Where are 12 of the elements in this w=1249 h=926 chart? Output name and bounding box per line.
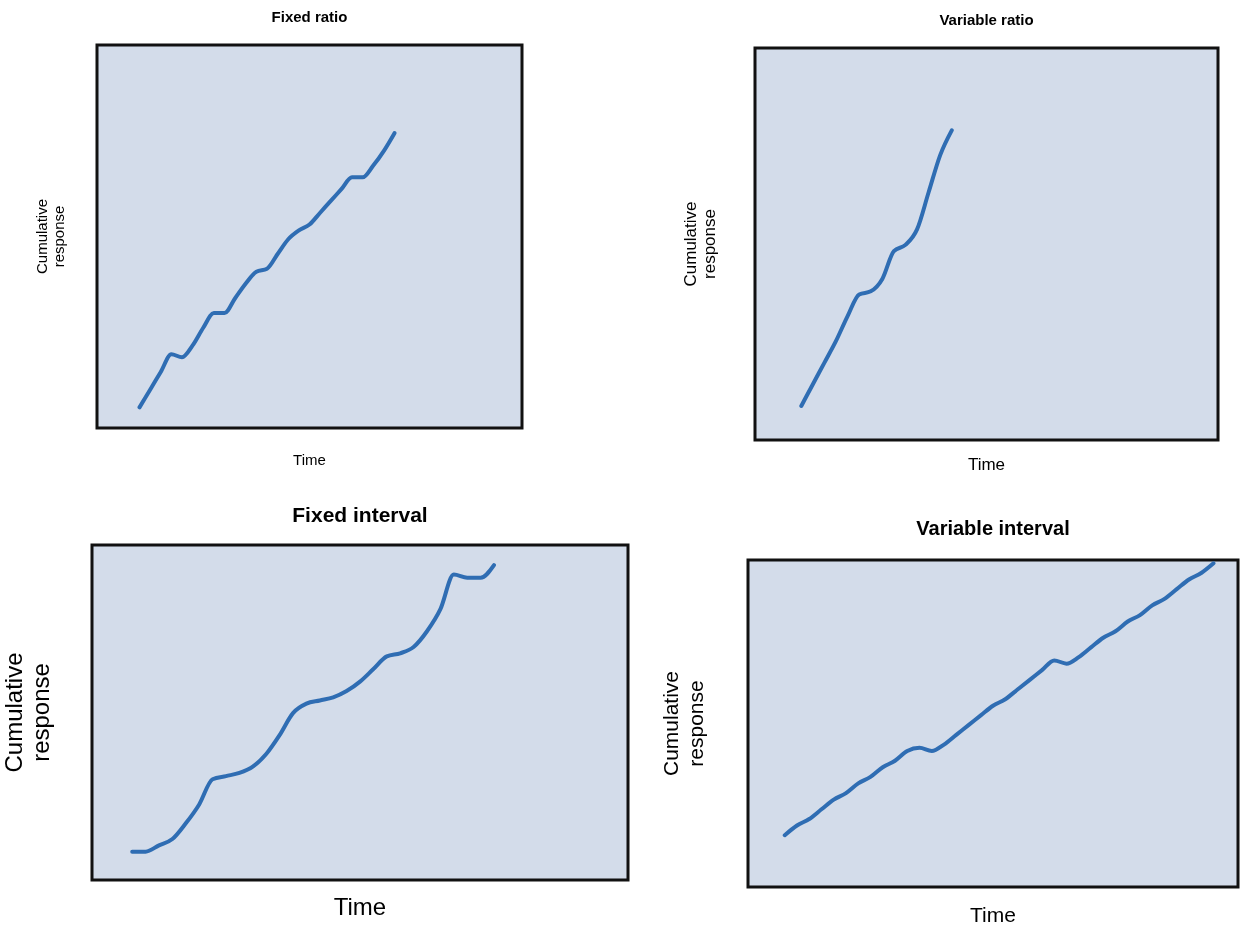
chart-title: Fixed interval [292, 503, 428, 526]
y-axis-title: Cumulative response [32, 198, 67, 275]
y-axis-title: Cumulative response [0, 652, 55, 773]
x-axis-title: Time [970, 903, 1016, 926]
y-axis-title: Cumulative response [659, 670, 707, 777]
x-axis-title: Time [967, 455, 1006, 474]
y-axis-title: Cumulative response [680, 201, 720, 287]
chart-title: Variable ratio [939, 11, 1034, 28]
chart-title: Variable interval [916, 517, 1070, 539]
x-axis-title: Time [333, 893, 387, 920]
x-axis-title: Time [293, 451, 326, 468]
chart-title: Fixed ratio [271, 8, 348, 25]
